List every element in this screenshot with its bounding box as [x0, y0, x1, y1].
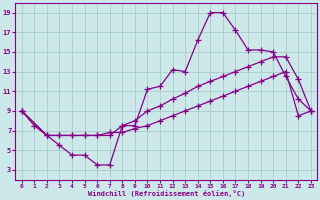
- X-axis label: Windchill (Refroidissement éolien,°C): Windchill (Refroidissement éolien,°C): [88, 190, 245, 197]
